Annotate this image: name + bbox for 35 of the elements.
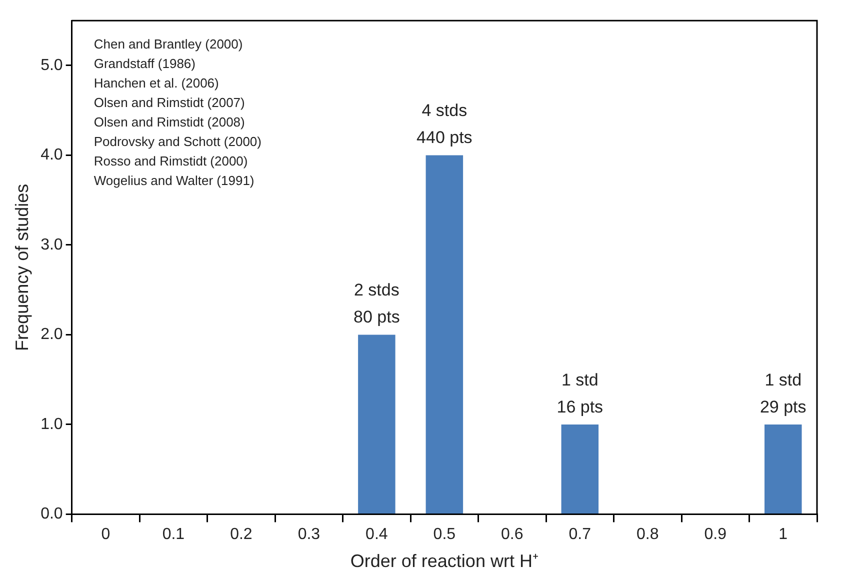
data-label: 1 std 16 pts <box>556 370 604 416</box>
x-axis-title: Order of reaction wrt H⁺ <box>350 551 538 572</box>
annotation: Wogelius and Walter (1991) <box>94 173 254 188</box>
annotation: Hanchen et al. (2006) <box>94 76 219 91</box>
y-tick-label: 4.0 <box>40 146 63 164</box>
annotation: Podrovsky and Schott (2000) <box>94 134 262 150</box>
x-tick-label: 0.3 <box>298 526 320 544</box>
y-axis-title: Frequency of studies <box>12 184 32 351</box>
data-label: 1 std 29 pts <box>760 370 806 416</box>
data-label: 4 stds 440 pts <box>416 101 472 148</box>
x-tick-label: 0.8 <box>636 526 659 544</box>
x-tick-label: 0.2 <box>230 526 252 544</box>
annotation: Chen and Brantley (2000) <box>94 36 243 52</box>
x-tick-label: 0.1 <box>162 526 185 544</box>
annotation: Olsen and Rimstidt (2008) <box>94 114 245 130</box>
bar <box>764 424 802 514</box>
y-tick-label: 3.0 <box>40 236 63 254</box>
x-tick-label: 0 <box>101 526 110 544</box>
annotation: Olsen and Rimstidt (2007) <box>94 95 245 110</box>
annotation: Rosso and Rimstidt (2000) <box>94 154 248 169</box>
x-tick-label: 1 <box>778 526 788 544</box>
annotation: Grandstaff (1986) <box>94 56 196 72</box>
y-tick-label: 0.0 <box>40 506 63 523</box>
y-tick-label: 2.0 <box>40 326 63 344</box>
y-tick-label: 5.0 <box>40 56 63 74</box>
y-tick-label: 1.0 <box>40 416 63 433</box>
x-tick-label: 0.7 <box>568 526 592 544</box>
bar <box>561 424 599 514</box>
x-tick-label: 0.5 <box>433 526 456 544</box>
bar <box>358 334 396 514</box>
x-tick-label: 0.6 <box>501 526 524 544</box>
x-tick-label: 0.9 <box>704 526 727 544</box>
data-label: 2 stds 80 pts <box>354 280 400 327</box>
x-tick-label: 0.4 <box>366 526 388 544</box>
bar <box>426 155 464 514</box>
